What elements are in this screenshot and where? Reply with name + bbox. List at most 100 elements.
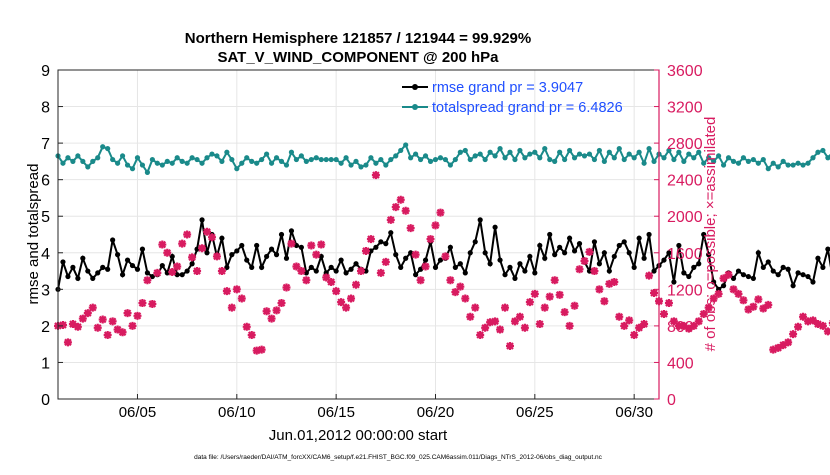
rmse-point bbox=[596, 261, 602, 267]
obs-marker bbox=[371, 171, 380, 180]
obs-marker bbox=[441, 252, 450, 261]
obs-marker bbox=[486, 318, 495, 327]
obs-marker-stroke bbox=[411, 250, 420, 259]
obs-marker-stroke bbox=[93, 323, 102, 332]
obs-marker-stroke bbox=[669, 317, 678, 326]
totalspread-point bbox=[676, 149, 682, 155]
rmse-point bbox=[75, 275, 81, 281]
obs-marker-stroke bbox=[585, 247, 594, 256]
obs-marker bbox=[515, 312, 524, 321]
rmse-point bbox=[666, 250, 672, 256]
totalspread-point bbox=[199, 160, 205, 166]
rmse-point bbox=[323, 270, 329, 276]
obs-marker bbox=[456, 282, 465, 291]
y-left-tick-label: 9 bbox=[41, 63, 50, 80]
totalspread-point bbox=[760, 156, 766, 163]
totalspread-point bbox=[95, 155, 101, 161]
totalspread-point bbox=[641, 160, 647, 166]
obs-marker-stroke bbox=[734, 289, 743, 298]
rmse-point bbox=[711, 279, 717, 285]
obs-marker bbox=[242, 322, 251, 331]
obs-marker bbox=[148, 299, 157, 308]
obs-marker bbox=[183, 230, 192, 239]
obs-marker bbox=[689, 321, 698, 330]
rmse-point bbox=[601, 250, 607, 256]
obs-marker bbox=[754, 295, 763, 304]
obs-marker bbox=[232, 285, 241, 294]
obs-marker-stroke bbox=[371, 171, 380, 180]
obs-marker-stroke bbox=[227, 303, 236, 312]
totalspread-point bbox=[353, 158, 359, 164]
rmse-point bbox=[810, 279, 816, 285]
obs-marker bbox=[337, 298, 346, 307]
totalspread-point bbox=[368, 155, 374, 161]
obs-marker-stroke bbox=[143, 276, 152, 285]
rmse-point bbox=[537, 242, 543, 249]
obs-marker bbox=[491, 317, 500, 326]
obs-marker bbox=[63, 338, 72, 347]
rmse-point bbox=[298, 244, 304, 250]
obs-marker-stroke bbox=[386, 215, 395, 224]
totalspread-point bbox=[810, 155, 816, 161]
obs-marker bbox=[784, 338, 793, 347]
totalspread-point bbox=[701, 160, 707, 166]
obs-marker-stroke bbox=[342, 303, 351, 312]
obs-marker-stroke bbox=[520, 323, 529, 332]
rmse-point bbox=[820, 264, 826, 270]
y-right-tick-label: 1600 bbox=[667, 246, 703, 263]
obs-marker bbox=[158, 240, 167, 249]
obs-marker bbox=[694, 317, 703, 326]
obs-marker bbox=[744, 305, 753, 314]
totalspread-point bbox=[711, 158, 717, 164]
x-tick-label: 06/20 bbox=[417, 404, 455, 421]
obs-marker bbox=[446, 276, 455, 285]
obs-marker bbox=[714, 289, 723, 298]
totalspread-point bbox=[591, 156, 598, 163]
rmse-point bbox=[636, 235, 642, 241]
rmse-point bbox=[586, 268, 593, 274]
rmse-point bbox=[105, 266, 111, 272]
rmse-point bbox=[403, 255, 409, 261]
obs-marker bbox=[600, 297, 609, 306]
obs-marker bbox=[436, 208, 445, 217]
y-axis-label-right: # of obs: o=possible; ×=assimilated bbox=[702, 117, 719, 352]
totalspread-point bbox=[596, 147, 602, 154]
totalspread-point bbox=[75, 153, 81, 159]
obs-marker bbox=[684, 324, 693, 333]
x-tick-label: 06/30 bbox=[615, 404, 653, 421]
x-tick-label: 06/15 bbox=[317, 404, 355, 421]
totalspread-point bbox=[303, 158, 309, 164]
obs-marker bbox=[481, 323, 490, 332]
obs-marker bbox=[416, 276, 425, 285]
totalspread-point bbox=[417, 156, 424, 163]
obs-marker-stroke bbox=[307, 241, 316, 250]
totalspread-point bbox=[472, 153, 478, 159]
y-right-tick-label: 800 bbox=[667, 319, 694, 336]
totalspread-point bbox=[477, 151, 483, 157]
obs-marker bbox=[103, 331, 112, 340]
obs-marker-stroke bbox=[823, 327, 830, 336]
totalspread-point bbox=[110, 156, 116, 163]
obs-marker-stroke bbox=[257, 345, 266, 354]
totalspread-point bbox=[422, 153, 429, 159]
obs-marker-stroke bbox=[555, 290, 564, 299]
y-right-tick-label: 3600 bbox=[667, 63, 703, 80]
totalspread-point bbox=[730, 158, 737, 164]
obs-marker bbox=[406, 224, 415, 233]
obs-marker bbox=[813, 320, 822, 329]
totalspread-point bbox=[502, 155, 508, 161]
obs-marker-stroke bbox=[754, 295, 763, 304]
rmse-point bbox=[129, 262, 136, 269]
obs-marker-stroke bbox=[615, 312, 624, 321]
obs-marker-stroke bbox=[719, 274, 728, 283]
rmse-point bbox=[681, 270, 687, 276]
obs-marker-stroke bbox=[684, 324, 693, 333]
obs-marker bbox=[734, 289, 743, 298]
obs-marker-stroke bbox=[207, 233, 216, 242]
obs-marker bbox=[282, 283, 291, 292]
rmse-point bbox=[65, 273, 71, 280]
totalspread-point bbox=[611, 155, 617, 161]
obs-marker bbox=[168, 267, 177, 276]
rmse-point bbox=[413, 272, 419, 278]
rmse-point bbox=[179, 272, 185, 278]
